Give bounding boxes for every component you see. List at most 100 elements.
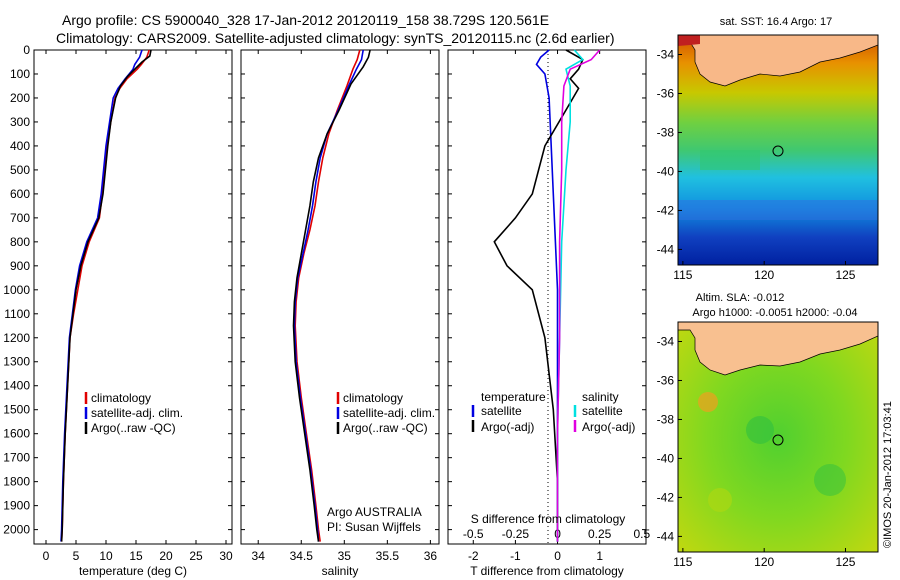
sla-argo-marker — [772, 434, 784, 446]
y-tick-label: 1900 — [3, 499, 30, 513]
sla-map-title-2: Argo h1000: -0.0051 h2000: -0.04 — [692, 307, 857, 319]
map-y-tick-label: -44 — [657, 242, 675, 256]
map-x-tick-label: 115 — [673, 555, 692, 569]
series-line-t-argo-adj- — [493, 49, 584, 542]
map-x-tick-label: 125 — [835, 555, 855, 569]
y-tick-label: 600 — [10, 187, 30, 201]
series-line-s-argo-adj- — [556, 49, 601, 542]
map-x-tick-label: 115 — [673, 268, 692, 282]
map-y-tick-label: -38 — [657, 412, 675, 426]
sst-map — [678, 35, 878, 265]
s-tick-label: 0.25 — [588, 527, 612, 541]
sst-land — [678, 35, 878, 87]
legend-argo: Argo(..raw -QC) — [343, 421, 428, 435]
y-tick-label: 1100 — [4, 307, 30, 321]
legend-satellite: satellite-adj. clim. — [343, 406, 435, 420]
legend-climatology: climatology — [343, 391, 403, 405]
sla-land — [678, 322, 878, 376]
sst-patch — [700, 150, 760, 170]
difference-legend: temperature satellite Argo(-adj) salinit… — [471, 390, 635, 434]
map-x-tick-label: 120 — [754, 268, 774, 282]
y-tick-label: 100 — [10, 67, 30, 81]
map-y-tick-label: -40 — [657, 451, 675, 465]
salinity-xlabel: salinity — [322, 564, 359, 578]
sla-map — [678, 322, 878, 552]
temperature-legend: climatology satellite-adj. clim. Argo(..… — [84, 391, 183, 435]
sst-map-title: sat. SST: 16.4 Argo: 17 — [720, 16, 833, 28]
header-line-1: Argo profile: CS 5900040_328 17-Jan-2012… — [62, 12, 550, 28]
map-y-tick-label: -36 — [657, 86, 675, 100]
map-y-tick-label: -38 — [657, 125, 675, 139]
pi-label: PI: Susan Wijffels — [327, 520, 421, 534]
y-tick-label: 300 — [10, 115, 30, 129]
y-tick-label: 200 — [10, 91, 30, 105]
legend-s-satellite: satellite — [582, 404, 623, 418]
legend-climatology: climatology — [91, 391, 151, 405]
header-line-2: Climatology: CARS2009. Satellite-adjuste… — [56, 30, 615, 46]
y-tick-label: 700 — [10, 211, 30, 225]
legend-t-satellite: satellite — [481, 404, 522, 418]
y-tick-label: 400 — [10, 139, 30, 153]
sla-blob-orange — [698, 392, 718, 412]
temperature-panel — [33, 49, 233, 545]
s-tick-label: 0.5 — [633, 527, 650, 541]
legend-salinity-head: salinity — [582, 390, 619, 404]
s-tick-label: -0.5 — [463, 527, 484, 541]
x-tick-label: -1 — [510, 549, 521, 563]
y-tick-label: 2000 — [3, 523, 30, 537]
sst-argo-marker — [772, 145, 784, 157]
x-tick-label: -2 — [468, 549, 479, 563]
legend-argo: Argo(..raw -QC) — [91, 421, 176, 435]
argo-program-label: Argo AUSTRALIA — [327, 505, 422, 519]
x-tick-label: 20 — [159, 549, 173, 563]
y-tick-label: 1700 — [3, 451, 30, 465]
map-y-tick-label: -40 — [657, 164, 675, 178]
x-tick-label: 34 — [252, 549, 266, 563]
x-tick-label: 0 — [554, 549, 561, 563]
map-x-tick-label: 125 — [835, 268, 855, 282]
x-tick-label: 1 — [596, 549, 603, 563]
y-tick-label: 1600 — [3, 427, 30, 441]
x-tick-label: 35 — [338, 549, 352, 563]
y-tick-label: 800 — [10, 235, 30, 249]
sla-map-frame — [677, 321, 879, 553]
difference-panel — [447, 49, 647, 545]
series-line-argo-raw-qc- — [60, 49, 152, 542]
sst-map-frame — [677, 34, 879, 266]
x-tick-label: 30 — [219, 549, 233, 563]
sst-band — [678, 200, 878, 220]
difference-xlabel-2: S difference from climatology — [471, 512, 626, 526]
map-y-tick-label: -44 — [657, 529, 675, 543]
x-tick-label: 0 — [43, 549, 50, 563]
map-y-tick-label: -34 — [657, 47, 675, 61]
legend-t-argo: Argo(-adj) — [481, 420, 534, 434]
y-tick-label: 1000 — [3, 283, 30, 297]
map-y-tick-label: -42 — [657, 203, 675, 217]
sla-blob — [708, 488, 732, 512]
y-tick-label: 1800 — [3, 475, 30, 489]
legend-s-argo: Argo(-adj) — [582, 420, 635, 434]
difference-xlabel: T difference from climatology — [470, 564, 624, 578]
y-tick-label: 0 — [23, 43, 30, 57]
y-tick-label: 1500 — [3, 403, 30, 417]
map-x-tick-label: 120 — [754, 555, 774, 569]
map-y-tick-label: -36 — [657, 373, 675, 387]
x-tick-label: 35.5 — [376, 549, 400, 563]
x-tick-label: 36 — [424, 549, 438, 563]
y-tick-label: 500 — [10, 163, 30, 177]
y-tick-label: 1400 — [3, 379, 30, 393]
s-tick-label: -0.25 — [502, 527, 530, 541]
temperature-xlabel: temperature (deg C) — [79, 564, 187, 578]
sst-land-hot — [678, 35, 700, 46]
salinity-panel — [240, 49, 440, 545]
y-tick-label: 1200 — [3, 331, 30, 345]
salinity-legend: climatology satellite-adj. clim. Argo(..… — [327, 391, 435, 534]
y-tick-label: 1300 — [3, 355, 30, 369]
map-y-tick-label: -42 — [657, 490, 675, 504]
x-tick-label: 25 — [189, 549, 203, 563]
sla-blob — [814, 464, 846, 496]
x-tick-label: 34.5 — [290, 549, 314, 563]
legend-satellite: satellite-adj. clim. — [91, 406, 183, 420]
series-line-t-satellite — [535, 49, 559, 542]
